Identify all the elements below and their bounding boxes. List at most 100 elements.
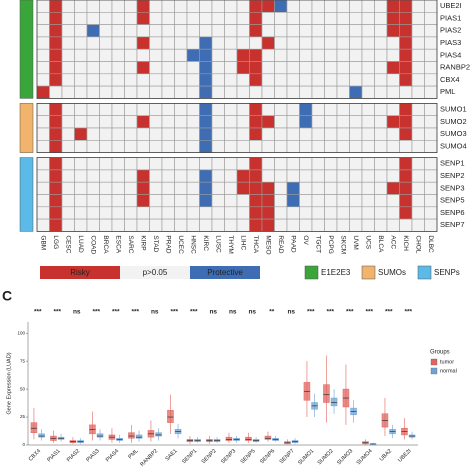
row-label: SUMO1 bbox=[440, 105, 467, 114]
heatmap-cell bbox=[324, 48, 338, 62]
heatmap-cell bbox=[174, 206, 188, 220]
heatmap-cell bbox=[411, 24, 425, 38]
heatmap-cell bbox=[199, 194, 213, 208]
heatmap-cell bbox=[49, 140, 63, 153]
heatmap-cell bbox=[111, 157, 125, 171]
heatmap-cell bbox=[386, 206, 400, 220]
heatmap-cell bbox=[99, 103, 113, 117]
heatmap-cell bbox=[374, 194, 388, 208]
heatmap-cell bbox=[161, 127, 175, 141]
heatmap-cell bbox=[236, 181, 250, 195]
heatmap-cell bbox=[399, 103, 413, 117]
heatmap-cell bbox=[186, 181, 200, 195]
heatmap-cell bbox=[86, 0, 100, 13]
heatmap-cell bbox=[186, 218, 200, 232]
heatmap-cell bbox=[299, 24, 313, 38]
heatmap-cell bbox=[224, 36, 238, 50]
heatmap-cell bbox=[86, 206, 100, 220]
heatmap-cell bbox=[161, 140, 175, 153]
heatmap-cell bbox=[336, 103, 350, 117]
heatmap-cell bbox=[274, 140, 288, 153]
heatmap-cell bbox=[61, 194, 75, 208]
heatmap-cell bbox=[311, 36, 325, 50]
heatmap-cell bbox=[111, 194, 125, 208]
column-label: KIRC bbox=[202, 235, 209, 251]
heatmap-cell bbox=[311, 12, 325, 25]
legend-label: tumor bbox=[440, 359, 454, 365]
row-label: SENP6 bbox=[440, 208, 465, 217]
heatmap-cell bbox=[111, 73, 125, 87]
heatmap-cell bbox=[311, 0, 325, 13]
heatmap-cell bbox=[324, 73, 338, 87]
heatmap-cell bbox=[224, 0, 238, 13]
heatmap-cell bbox=[286, 206, 300, 220]
group-legend-label: SENPs bbox=[434, 268, 460, 277]
heatmap-cell bbox=[299, 61, 313, 75]
heatmap-cell bbox=[224, 73, 238, 87]
heatmap-cell bbox=[236, 194, 250, 208]
heatmap-cell bbox=[374, 115, 388, 129]
heatmap-cell bbox=[311, 73, 325, 87]
heatmap-cell bbox=[174, 24, 188, 38]
heatmap-cell bbox=[249, 24, 263, 38]
heatmap-cell bbox=[374, 181, 388, 195]
heatmap-cell bbox=[186, 73, 200, 87]
heatmap-cell bbox=[149, 218, 163, 232]
heatmap-cell bbox=[274, 0, 288, 13]
heatmap-cell bbox=[299, 181, 313, 195]
x-tick-label: SENP1 bbox=[181, 448, 198, 465]
heatmap-cell bbox=[261, 206, 275, 220]
heatmap-cell bbox=[211, 36, 225, 50]
heatmap-cell bbox=[211, 194, 225, 208]
heatmap-cell bbox=[74, 115, 88, 129]
column-label: MESO bbox=[265, 235, 272, 254]
heatmap-cell bbox=[424, 85, 438, 99]
heatmap-cell bbox=[386, 218, 400, 232]
legend-swatch bbox=[40, 266, 120, 279]
heatmap-cell bbox=[399, 0, 413, 13]
heatmap-cell bbox=[36, 169, 50, 183]
heatmap-cell bbox=[261, 12, 275, 25]
heatmap-cell bbox=[99, 140, 113, 153]
heatmap-cell bbox=[261, 115, 275, 129]
heatmap-cell bbox=[124, 73, 138, 87]
heatmap-cell bbox=[349, 194, 363, 208]
heatmap-cell bbox=[124, 61, 138, 75]
heatmap-cell bbox=[211, 0, 225, 13]
group-bar bbox=[19, 103, 34, 153]
heatmap-cell bbox=[74, 36, 88, 50]
heatmap-cell bbox=[274, 115, 288, 129]
heatmap-cell bbox=[161, 48, 175, 62]
heatmap-cell bbox=[411, 157, 425, 171]
heatmap-cell bbox=[274, 127, 288, 141]
heatmap-cell bbox=[74, 0, 88, 13]
column-label: PCPG bbox=[327, 235, 334, 253]
heatmap-cell bbox=[86, 115, 100, 129]
heatmap-cell bbox=[61, 85, 75, 99]
x-tick-label: SAE1 bbox=[164, 448, 178, 462]
heatmap-cell bbox=[124, 85, 138, 99]
x-tick-label: SENP5 bbox=[240, 448, 257, 465]
heatmap-cell bbox=[224, 85, 238, 99]
heatmap-cell bbox=[199, 85, 213, 99]
column-label: LIHC bbox=[240, 235, 247, 250]
heatmap-cell bbox=[61, 103, 75, 117]
heatmap-cell bbox=[111, 48, 125, 62]
heatmap-cell bbox=[99, 194, 113, 208]
heatmap-cell bbox=[136, 61, 150, 75]
significance-label: *** bbox=[307, 309, 315, 316]
heatmap-cell bbox=[149, 61, 163, 75]
heatmap-cell bbox=[86, 157, 100, 171]
heatmap-cell bbox=[411, 194, 425, 208]
heatmap-cell bbox=[286, 61, 300, 75]
heatmap-cell bbox=[161, 169, 175, 183]
heatmap-cell bbox=[211, 73, 225, 87]
heatmap-cell bbox=[424, 36, 438, 50]
heatmap-cell bbox=[149, 169, 163, 183]
heatmap-cell bbox=[211, 206, 225, 220]
heatmap-cell bbox=[136, 206, 150, 220]
heatmap-cell bbox=[349, 218, 363, 232]
heatmap-cell bbox=[399, 12, 413, 25]
heatmap-cell bbox=[199, 0, 213, 13]
